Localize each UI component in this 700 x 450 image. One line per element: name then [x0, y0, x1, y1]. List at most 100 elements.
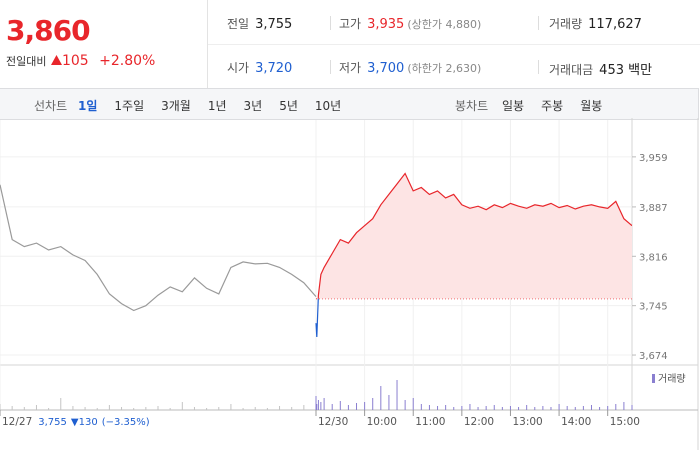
- volume-bar: [501, 407, 503, 410]
- price-line-below: [315, 298, 319, 338]
- period-tab[interactable]: 3년: [243, 99, 263, 113]
- y-tick-label: 3,959: [639, 153, 668, 164]
- period-tab[interactable]: 10년: [314, 99, 342, 113]
- period-tab[interactable]: 1년: [207, 99, 227, 113]
- tab-group-label: 봉차트: [455, 99, 489, 113]
- change-row: 전일대비 105 +2.80%: [6, 53, 155, 69]
- volume-bar: [133, 408, 135, 410]
- x-tick-label: 11:00: [415, 416, 445, 428]
- volume-bar: [157, 406, 159, 410]
- period-tab[interactable]: 1일: [78, 99, 98, 113]
- volume-bar: [469, 404, 471, 410]
- candle-tab[interactable]: 주봉: [541, 99, 564, 113]
- period-tab[interactable]: 1주일: [114, 99, 145, 113]
- prev-change: ▼130: [71, 417, 98, 428]
- tab-group-label: 선차트: [34, 99, 68, 113]
- period-tab[interactable]: 3개월: [161, 99, 191, 113]
- volume-bar: [550, 407, 552, 410]
- volume-bar: [631, 405, 633, 410]
- volume-bar: [574, 407, 576, 410]
- volume-bar: [599, 407, 601, 410]
- volume-bar: [331, 404, 333, 410]
- y-tick-label: 3,674: [639, 351, 668, 362]
- volume-bar: [339, 401, 341, 410]
- volume-bar: [254, 407, 256, 410]
- col-divider: [330, 60, 331, 74]
- stat-label: 시가: [227, 61, 250, 75]
- stat: 시가 3,720: [227, 59, 292, 76]
- volume-bar: [347, 405, 349, 410]
- volume-bar: [72, 406, 74, 410]
- volume-bar: [266, 408, 268, 410]
- volume-bar: [404, 400, 406, 410]
- candle-tab[interactable]: 일봉: [502, 99, 525, 113]
- volume-bar: [145, 407, 147, 410]
- period-tab[interactable]: 5년: [279, 99, 298, 113]
- col-divider: [330, 16, 331, 30]
- legend-label: 거래량: [658, 373, 686, 385]
- x-tick-label: 12/30: [318, 416, 348, 428]
- volume-bar: [388, 395, 390, 410]
- col-divider: [538, 16, 539, 30]
- volume-bar: [206, 408, 208, 410]
- volume-bar: [242, 408, 244, 410]
- legend-swatch: [652, 374, 655, 383]
- candle-tab[interactable]: 월봉: [580, 99, 603, 113]
- volume-bar: [615, 404, 617, 410]
- volume-bar: [193, 407, 195, 410]
- stat-label: 전일: [227, 17, 250, 31]
- x-tick-label: 12:00: [464, 416, 494, 428]
- volume-bar: [317, 400, 319, 410]
- up-arrow: [50, 55, 62, 65]
- price-line: [0, 184, 317, 312]
- row-divider: [208, 44, 700, 45]
- y-tick-label: 3,816: [639, 252, 668, 263]
- volume-bar: [279, 406, 281, 410]
- change-rate: +2.80%: [99, 53, 156, 69]
- price-line: [317, 172, 632, 299]
- stat: 전일 3,755: [227, 15, 292, 32]
- stat-value: 3,755: [255, 17, 293, 32]
- volume-bar: [315, 408, 317, 410]
- volume-bar: [108, 405, 110, 410]
- stat: 저가 3,700 (하한가 2,630): [339, 59, 481, 76]
- x-tick-label: 15:00: [610, 416, 640, 428]
- y-tick-label: 3,745: [639, 302, 668, 313]
- x-tick-label: 13:00: [512, 416, 542, 428]
- stats: 전일 3,755 고가 3,935 (상한가 4,880) 거래량 117,627 시가…: [208, 0, 700, 88]
- volume-bar: [121, 407, 123, 410]
- stat-value: 117,627: [588, 17, 642, 32]
- x-tick-label: 12/27: [2, 416, 32, 428]
- price-box: 3,860 전일대비 105 +2.80%: [0, 0, 208, 88]
- x-tick-label: 10:00: [367, 416, 397, 428]
- volume-bar: [316, 404, 318, 410]
- volume-bar: [35, 405, 37, 410]
- stat-note: (하한가 2,630): [407, 62, 482, 75]
- volume-bar: [420, 404, 422, 410]
- volume-bar: [291, 407, 293, 410]
- stat: 거래량 117,627: [549, 15, 642, 32]
- y-tick-label: 3,887: [639, 203, 668, 214]
- volume-bar: [218, 407, 220, 410]
- volume-bar: [60, 398, 62, 410]
- volume-bar: [48, 408, 50, 410]
- volume-bar: [84, 407, 86, 410]
- volume-bar: [477, 407, 479, 410]
- volume-bar: [437, 406, 439, 410]
- volume-bar: [428, 405, 430, 410]
- volume-bar: [364, 402, 366, 410]
- volume-bar: [518, 407, 520, 410]
- prev-close: 3,755: [38, 417, 67, 428]
- volume-bar: [11, 406, 13, 410]
- volume-bar: [169, 408, 171, 410]
- volume-bar: [0, 404, 1, 410]
- stat-note: (상한가 4,880): [407, 18, 482, 31]
- volume-bar: [566, 406, 568, 410]
- x-tick-label: 14:00: [561, 416, 591, 428]
- stat-value: 453 백만: [599, 63, 653, 78]
- volume-bar: [509, 406, 511, 410]
- volume-bar: [315, 396, 317, 410]
- stat-label: 거래량: [549, 17, 583, 31]
- tab-bar: 선차트 1일 1주일 3개월 1년 3년 5년 10년 봉차트 일봉 주봉 월봉: [0, 88, 699, 120]
